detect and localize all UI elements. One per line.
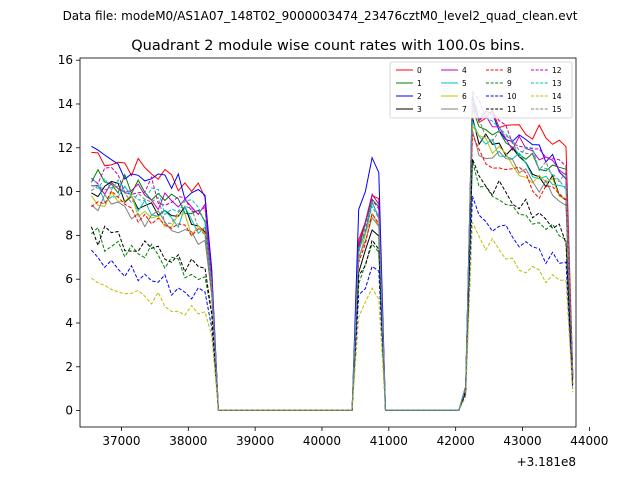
- axes: 37000 38000 39000 40000 41000 42000 43000 44000…: [58, 53, 609, 448]
- x-tick-label: 41000: [370, 434, 408, 448]
- y-tick-label: 6: [65, 272, 73, 286]
- x-tick-label: 39000: [236, 434, 274, 448]
- legend-label-12: 12: [552, 66, 562, 75]
- series-line-14: [91, 221, 574, 411]
- legend-label-8: 8: [507, 66, 512, 75]
- x-tick-label: 40000: [303, 434, 341, 448]
- x-tick-label: 37000: [102, 434, 140, 448]
- y-tick-label: 0: [65, 404, 73, 418]
- y-tick-label: 2: [65, 360, 73, 374]
- x-tick-label: 44000: [570, 434, 608, 448]
- y-tick-label: 14: [58, 97, 73, 111]
- legend-label-7: 7: [462, 105, 467, 114]
- legend-label-11: 11: [507, 105, 517, 114]
- x-tick-label: 38000: [169, 434, 207, 448]
- legend-label-14: 14: [552, 92, 562, 101]
- chart-title: Quadrant 2 module wise count rates with …: [131, 38, 525, 54]
- legend-label-2: 2: [417, 92, 422, 101]
- y-tick-label: 12: [58, 141, 73, 155]
- legend-label-1: 1: [417, 79, 422, 88]
- legend-box: [389, 61, 573, 119]
- x-offset-label: +3.181e8: [517, 455, 576, 469]
- legend-label-3: 3: [417, 105, 422, 114]
- y-tick-label: 16: [58, 53, 73, 67]
- x-tick-label: 42000: [437, 434, 475, 448]
- legend-label-6: 6: [462, 92, 467, 101]
- x-tick-label: 43000: [503, 434, 541, 448]
- legend-label-9: 9: [507, 79, 512, 88]
- series-line-13: [91, 97, 574, 411]
- y-tick-label: 8: [65, 228, 73, 242]
- legend-label-5: 5: [462, 79, 467, 88]
- y-tick-label: 10: [58, 185, 73, 199]
- axes-frame: [79, 57, 577, 428]
- legend-label-4: 4: [462, 66, 467, 75]
- legend-label-10: 10: [507, 92, 517, 101]
- y-tick-label: 4: [65, 316, 73, 330]
- legend-label-0: 0: [417, 66, 422, 75]
- legend-label-15: 15: [552, 105, 562, 114]
- plot-area: [90, 89, 574, 411]
- series-line-15: [91, 106, 574, 411]
- legend-label-13: 13: [552, 79, 562, 88]
- chart-suptitle: Data file: modeM0/AS1A07_148T02_90000034…: [63, 9, 578, 23]
